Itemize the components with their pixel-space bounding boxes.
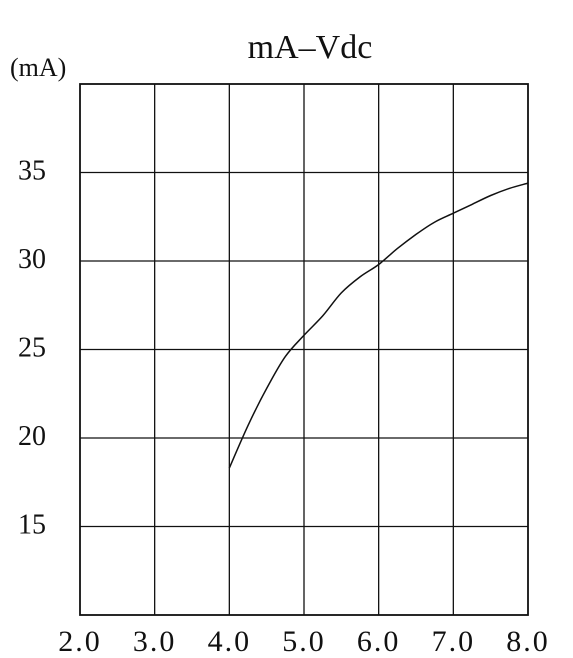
series-layer [228,182,529,469]
x-tick-label-7.0: 7.0 [432,625,476,658]
y-tick-label-20: 20 [18,421,46,452]
plot-frame [79,83,529,616]
x-tick-label-4.0: 4.0 [208,625,252,658]
y-tick-label-15: 15 [18,510,46,541]
x-tick-label-3.0: 3.0 [133,625,177,658]
x-tick-label-8.0: 8.0 [506,625,550,658]
series-line-0 [228,182,529,469]
grid-lines [80,84,528,615]
y-axis-unit-label: (mA) [10,53,66,82]
x-tick-labels: 2.0 3.0 4.0 5.0 6.0 7.0 8.0 [58,625,550,658]
y-tick-labels: 15 20 25 30 35 [18,156,46,541]
x-tick-label-5.0: 5.0 [282,625,326,658]
y-tick-label-30: 30 [18,244,46,275]
x-tick-label-6.0: 6.0 [357,625,401,658]
y-tick-label-25: 25 [18,333,46,364]
x-tick-label-2.0: 2.0 [58,625,102,658]
chart-title: mA–Vdc [248,29,373,66]
y-tick-label-35: 35 [18,156,46,187]
